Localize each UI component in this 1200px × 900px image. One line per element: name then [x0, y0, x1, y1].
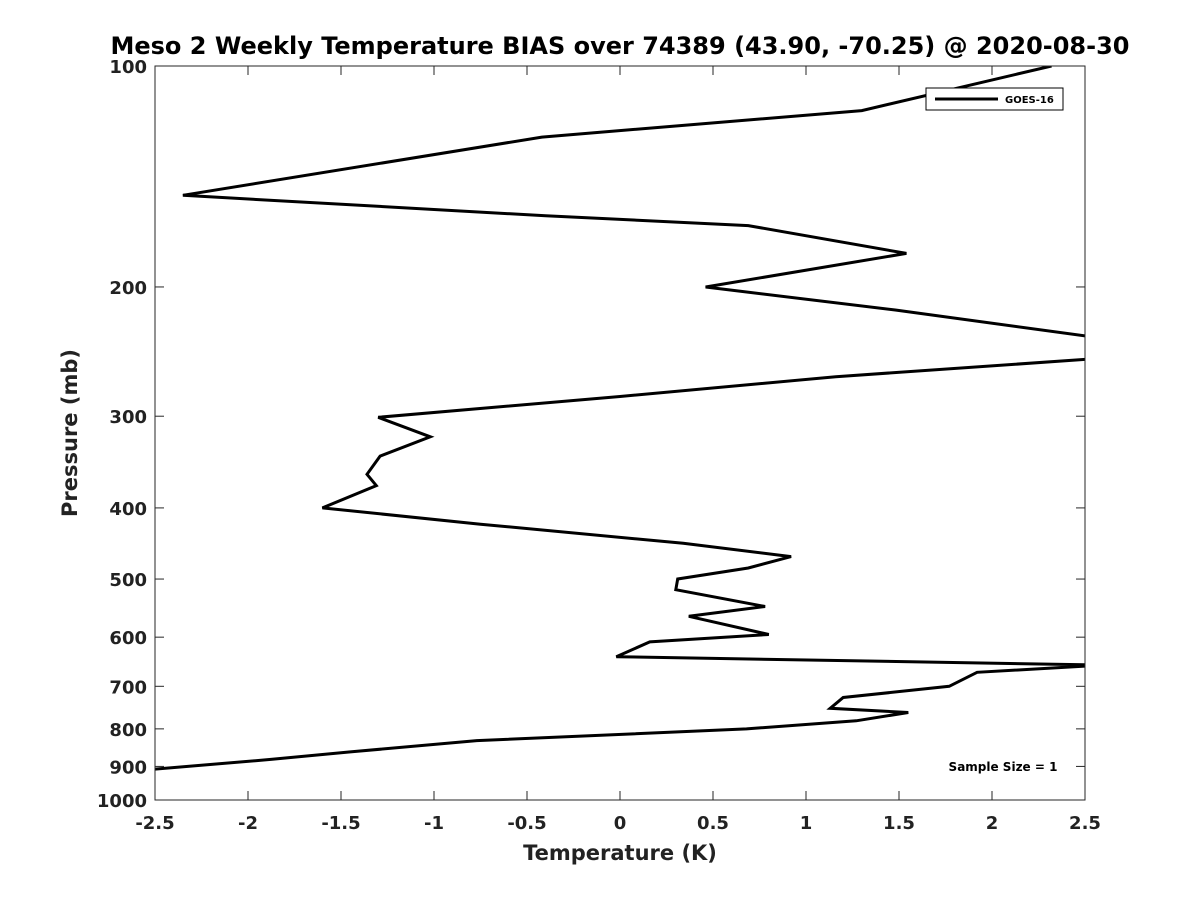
- legend-entry-goes-16: GOES-16: [1005, 95, 1054, 106]
- x-tick-label: 2: [986, 813, 999, 834]
- x-axis-label: Temperature (K): [523, 841, 717, 865]
- y-tick-label: 100: [109, 57, 147, 78]
- y-tick-label: 300: [109, 407, 147, 428]
- x-tick-label: 0.5: [697, 813, 729, 834]
- y-axis-ticks: 100 200 300 400 500 600 700 800 900 1000: [97, 57, 1085, 812]
- y-tick-label: 200: [109, 278, 147, 299]
- chart-title: Meso 2 Weekly Temperature BIAS over 7438…: [110, 32, 1129, 60]
- x-tick-label: 2.5: [1069, 813, 1101, 834]
- y-axis-label: Pressure (mb): [58, 349, 82, 517]
- y-tick-label: 900: [109, 757, 147, 778]
- plot-frame: [154, 65, 1086, 801]
- x-tick-label: -1.5: [321, 813, 360, 834]
- x-tick-label: -2.5: [135, 813, 174, 834]
- x-tick-label: 1.5: [883, 813, 915, 834]
- y-tick-label: 1000: [97, 791, 147, 812]
- x-tick-label: 0: [614, 813, 627, 834]
- x-tick-label: -2: [238, 813, 258, 834]
- y-tick-label: 400: [109, 499, 147, 520]
- y-tick-label: 600: [109, 628, 147, 649]
- x-tick-label: -0.5: [507, 813, 546, 834]
- legend: GOES-16: [925, 87, 1064, 111]
- x-tick-label: -1: [424, 813, 444, 834]
- y-tick-label: 700: [109, 677, 147, 698]
- sample-size-annotation: Sample Size = 1: [949, 760, 1058, 774]
- y-tick-label: 500: [109, 570, 147, 591]
- plot-area-clip: [155, 66, 1085, 771]
- x-axis-ticks: -2.5 -2 -1.5 -1 -0.5 0 0.5 1 1.5 2 2.5: [135, 66, 1101, 834]
- x-tick-label: 1: [800, 813, 813, 834]
- series-line-goes-16: [155, 66, 1085, 771]
- y-tick-label: 800: [109, 720, 147, 741]
